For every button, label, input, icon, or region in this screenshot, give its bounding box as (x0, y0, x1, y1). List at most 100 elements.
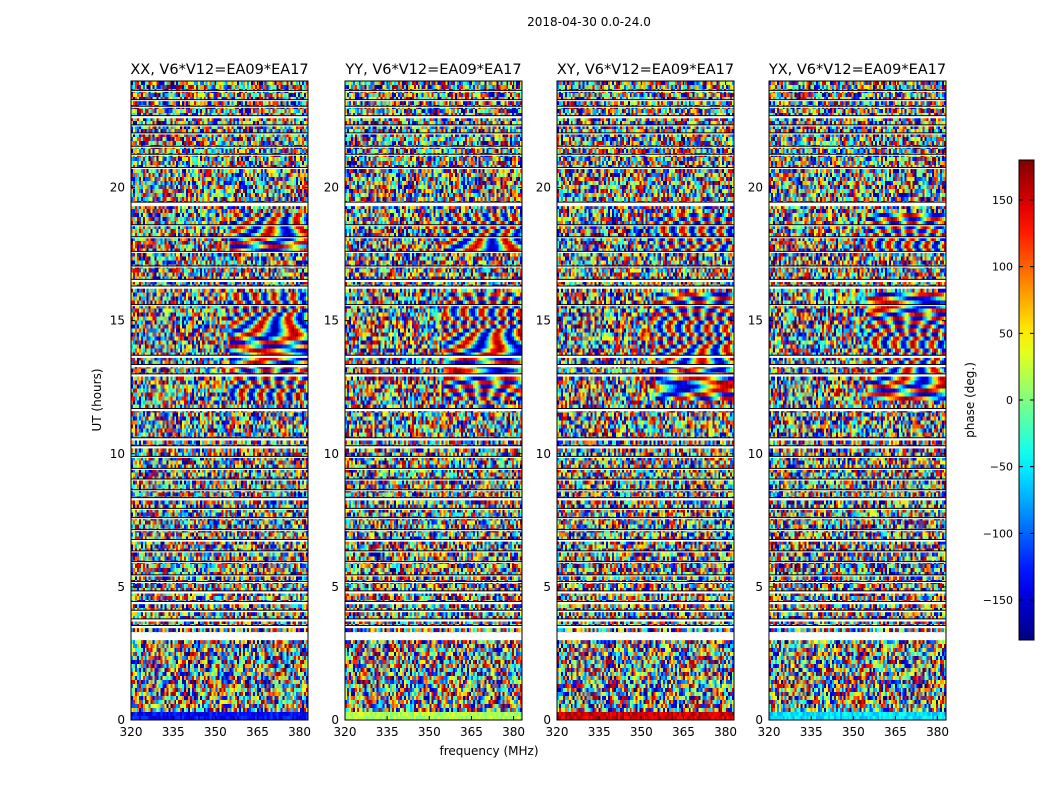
x-tick-label: 350 (204, 725, 227, 739)
flagged-gap (769, 286, 946, 289)
flagged-gap (769, 497, 946, 501)
flagged-gap (131, 625, 308, 629)
flagged-gap (557, 286, 734, 289)
colorbar: −150 −100 −50 0 50 100 150 (983, 159, 1035, 641)
flagged-gap (131, 517, 308, 520)
flagged-gap (131, 266, 308, 268)
flagged-gap (131, 508, 308, 510)
panels: XX, V6*V12=EA09*EA17 320 335 350 365 380 0 5 10 1… (110, 62, 949, 739)
flagged-gap (345, 355, 522, 358)
flagged-gap (769, 154, 946, 156)
heatmap-image (769, 81, 946, 720)
y-tick-label: 5 (331, 580, 339, 594)
x-tick-label: 350 (842, 725, 865, 739)
flagged-gap (769, 279, 946, 283)
colorbar-tick-label: 150 (992, 194, 1013, 207)
flagged-gap (557, 124, 734, 127)
flagged-gap (769, 124, 946, 127)
flagged-gap (769, 618, 946, 622)
flagged-gap (557, 508, 734, 510)
y-tick-label: 20 (324, 181, 339, 195)
flagged-gap (769, 236, 946, 239)
x-tick-label: 350 (418, 725, 441, 739)
heatmap-image (557, 81, 734, 720)
flagged-gap (131, 115, 308, 119)
flagged-gap (557, 236, 734, 239)
flagged-gap (131, 479, 308, 481)
y-tick-label: 5 (755, 580, 763, 594)
flagged-gap (557, 373, 734, 377)
flagged-gap (345, 154, 522, 156)
panel-title: XY, V6*V12=EA09*EA17 (557, 62, 734, 78)
flagged-gap (557, 266, 734, 268)
flagged-gap (345, 539, 522, 542)
flagged-gap (557, 632, 734, 641)
flagged-gap (769, 373, 946, 377)
flagged-gap (345, 124, 522, 127)
flagged-gap (769, 445, 946, 449)
y-tick-label: 5 (543, 580, 551, 594)
colorbar-tick-label: −50 (990, 461, 1013, 474)
y-tick-label: 10 (324, 447, 339, 461)
flagged-gap (131, 286, 308, 289)
x-tick-label: 320 (334, 725, 357, 739)
flagged-gap (769, 625, 946, 629)
flagged-gap (557, 132, 734, 135)
flagged-gap (769, 581, 946, 584)
flagged-gap (557, 497, 734, 501)
panel-2: YY, V6*V12=EA09*EA17 320 335 350 365 380 0 5 10 1… (324, 62, 525, 739)
flagged-gap (345, 167, 522, 170)
flagged-gap (345, 202, 522, 207)
flagged-gap (769, 610, 946, 613)
flagged-gap (131, 408, 308, 412)
x-tick-label: 380 (714, 725, 737, 739)
flagged-gap (557, 550, 734, 553)
flagged-gap (557, 561, 734, 564)
flagged-gap (557, 355, 734, 358)
flagged-gap (557, 251, 734, 253)
flagged-gap (131, 468, 308, 470)
y-tick-label: 10 (110, 447, 125, 461)
flagged-gap (345, 590, 522, 594)
flagged-gap (557, 115, 734, 119)
flagged-gap (557, 468, 734, 470)
flagged-gap (557, 224, 734, 227)
flagged-gap (345, 529, 522, 532)
heatmap-image (131, 81, 308, 720)
flagged-gap (345, 601, 522, 605)
flagged-gap (345, 115, 522, 119)
flagged-gap (131, 529, 308, 532)
flagged-gap (131, 437, 308, 441)
flagged-gap (345, 99, 522, 102)
flagged-gap (345, 224, 522, 227)
flagged-gap (769, 90, 946, 92)
flagged-gap (769, 106, 946, 108)
flagged-gap (131, 539, 308, 542)
flagged-gap (131, 364, 308, 368)
suptitle: 2018-04-30 0.0-24.0 (527, 15, 651, 29)
flagged-gap (131, 251, 308, 253)
y-tick-label: 15 (536, 314, 551, 328)
x-tick-label: 320 (120, 725, 143, 739)
y-tick-label: 20 (110, 181, 125, 195)
flagged-gap (345, 132, 522, 135)
flagged-gap (131, 601, 308, 605)
flagged-gap (345, 456, 522, 458)
flagged-gap (345, 251, 522, 253)
x-tick-label: 335 (800, 725, 823, 739)
flagged-gap (769, 456, 946, 458)
flagged-gap (769, 590, 946, 594)
flagged-gap (769, 266, 946, 268)
flagged-gap (131, 574, 308, 577)
flagged-gap (345, 286, 522, 289)
x-tick-label: 350 (630, 725, 653, 739)
flagged-gap (345, 373, 522, 377)
flagged-gap (131, 355, 308, 358)
flagged-gap (557, 279, 734, 283)
flagged-gap (769, 489, 946, 492)
flagged-gap (345, 574, 522, 577)
flagged-gap (557, 517, 734, 520)
flagged-gap (769, 132, 946, 135)
flagged-gap (131, 581, 308, 584)
flagged-gap (769, 202, 946, 207)
